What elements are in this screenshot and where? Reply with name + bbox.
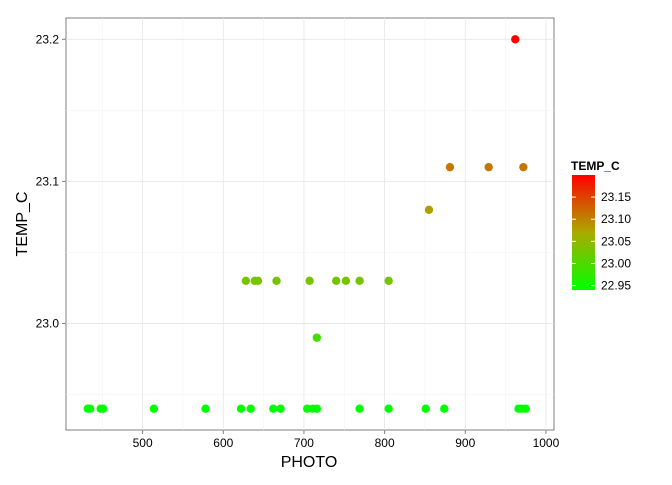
data-point	[440, 404, 449, 413]
data-point	[424, 205, 434, 214]
points-layer	[83, 35, 530, 413]
data-point	[241, 276, 251, 286]
y-axis-title: TEMP_C	[14, 192, 31, 257]
x-tick-label: 800	[375, 436, 395, 450]
data-point	[521, 404, 530, 413]
grid-major	[66, 18, 554, 430]
x-tick-label: 1000	[533, 436, 560, 450]
x-tick-label: 600	[213, 436, 233, 450]
data-point	[312, 333, 322, 342]
x-tick-label: 700	[294, 436, 314, 450]
data-point	[384, 276, 393, 286]
legend-title: TEMP_C	[571, 159, 620, 173]
legend-tick-label: 23.15	[601, 190, 631, 204]
legend: TEMP_C 22.95 23.00 23.05 23.10 23.15	[571, 159, 631, 293]
y-axis: 23.0 23.1 23.2	[36, 32, 66, 330]
y-tick-label: 23.2	[36, 32, 60, 46]
colorbar	[572, 175, 595, 290]
data-point	[246, 404, 255, 413]
legend-tick-label: 23.05	[601, 234, 631, 248]
x-tick-label: 500	[133, 436, 153, 450]
x-axis: 500 600 700 800 900 1000	[133, 430, 560, 450]
plot-panel	[65, 17, 555, 431]
data-point	[253, 276, 263, 286]
data-point	[355, 404, 364, 413]
data-point	[272, 276, 281, 286]
data-point	[312, 404, 322, 413]
data-point	[201, 404, 210, 413]
legend-tick-label: 22.95	[601, 279, 631, 293]
data-point	[445, 162, 455, 172]
data-point	[355, 276, 364, 286]
data-point	[511, 35, 520, 44]
legend-tick-label: 23.10	[601, 212, 631, 226]
y-tick-label: 23.1	[36, 174, 60, 188]
y-tick-label: 23.0	[36, 316, 60, 330]
legend-ticks: 22.95 23.00 23.05 23.10 23.15	[572, 190, 631, 293]
data-point	[421, 404, 430, 413]
data-point	[305, 276, 314, 286]
data-point	[236, 404, 246, 413]
grid-minor	[66, 18, 554, 430]
x-axis-title: PHOTO	[281, 454, 338, 471]
data-point	[269, 404, 278, 413]
data-point	[332, 276, 341, 286]
data-point	[85, 404, 95, 413]
data-point	[276, 404, 285, 413]
data-point	[98, 404, 108, 413]
data-point	[484, 162, 493, 172]
data-point	[341, 276, 351, 286]
data-point	[149, 404, 159, 413]
data-point	[519, 162, 528, 172]
x-tick-label: 900	[455, 436, 475, 450]
data-point	[384, 404, 393, 413]
legend-tick-label: 23.00	[601, 256, 631, 270]
